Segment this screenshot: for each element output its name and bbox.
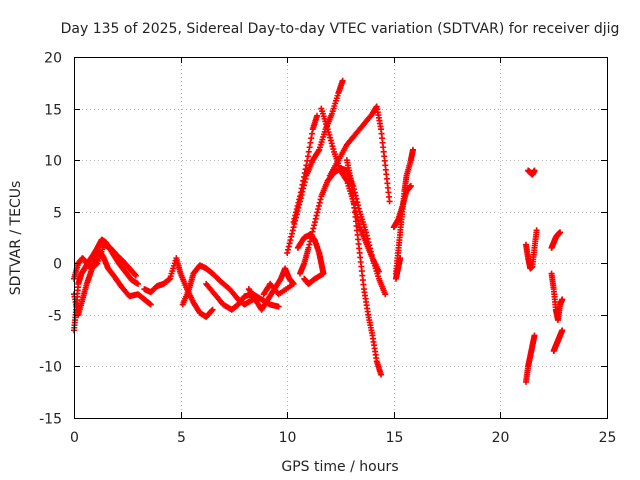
- series-arc-21c: [522, 332, 538, 385]
- data-point-marker: [147, 301, 154, 308]
- series-arc-rise-1: [290, 112, 321, 226]
- series-arc-mid-4: [245, 265, 297, 313]
- series-arc-21b: [522, 227, 540, 272]
- data-point-marker: [382, 291, 389, 298]
- series-arc-21a: [525, 167, 538, 178]
- data-point-marker: [407, 182, 414, 189]
- series-arc-rise-3: [296, 165, 389, 298]
- x-tick-labels: 0 5 10 15 20 25: [70, 430, 616, 446]
- x-tick-label: 20: [492, 430, 510, 446]
- data-point-marker: [386, 198, 393, 205]
- data-points: [71, 77, 566, 385]
- data-point-marker: [531, 167, 538, 174]
- y-tick-label: 0: [53, 257, 62, 273]
- series-arc-15a: [392, 146, 416, 277]
- grid: [74, 57, 607, 418]
- series-arc-rise-6: [326, 103, 393, 205]
- y-tick-label: -5: [48, 309, 62, 325]
- series-arc-15c: [392, 255, 404, 282]
- y-axis-label: SDTVAR / TECUs: [8, 181, 24, 296]
- axis-ticks: [74, 57, 608, 419]
- data-point-marker: [397, 255, 404, 262]
- series-arc-rise-2: [284, 77, 346, 256]
- data-point-marker: [275, 303, 282, 310]
- plot-frame: [74, 57, 608, 419]
- x-tick-label: 5: [177, 430, 186, 446]
- y-tick-label: 5: [53, 206, 62, 222]
- series-arc-15b: [390, 182, 414, 231]
- series-arc-22b: [550, 327, 566, 354]
- series-arc-22a: [548, 270, 566, 324]
- x-tick-label: 0: [70, 430, 79, 446]
- series-arc-early-1: [71, 236, 141, 334]
- series-arc-22c: [548, 229, 564, 251]
- x-tick-label: 15: [386, 430, 404, 446]
- data-point-marker: [533, 227, 540, 234]
- series-arc-fall: [343, 157, 385, 378]
- data-point-marker: [339, 77, 346, 84]
- x-tick-label: 25: [599, 430, 617, 446]
- y-tick-label: -10: [39, 360, 62, 376]
- y-tick-label: 10: [44, 154, 62, 170]
- data-point-marker: [559, 296, 566, 303]
- data-point-marker: [409, 146, 416, 153]
- data-point-marker: [375, 268, 382, 275]
- data-point-marker: [314, 112, 321, 119]
- series-arc-early-2: [71, 247, 154, 318]
- data-point-marker: [559, 327, 566, 334]
- data-point-marker: [260, 291, 267, 298]
- data-point-marker: [301, 275, 308, 282]
- y-tick-labels: -15 -10 -5 0 5 10 15 20: [39, 51, 62, 428]
- data-point-marker: [209, 306, 216, 313]
- chart-title: Day 135 of 2025, Sidereal Day-to-day VTE…: [61, 21, 620, 37]
- series-arc-rise-5: [294, 231, 327, 287]
- data-point-marker: [132, 272, 139, 279]
- series-arc-early-3: [71, 241, 139, 282]
- y-tick-label: 15: [44, 103, 62, 119]
- data-point-marker: [557, 229, 564, 236]
- data-point-marker: [134, 280, 141, 287]
- x-axis-label: GPS time / hours: [281, 459, 398, 475]
- data-point-marker: [531, 332, 538, 339]
- y-tick-label: -15: [39, 412, 62, 428]
- series-arc-mid-1: [141, 255, 216, 320]
- data-point-marker: [378, 371, 385, 378]
- x-tick-label: 10: [279, 430, 297, 446]
- y-tick-label: 20: [44, 51, 62, 67]
